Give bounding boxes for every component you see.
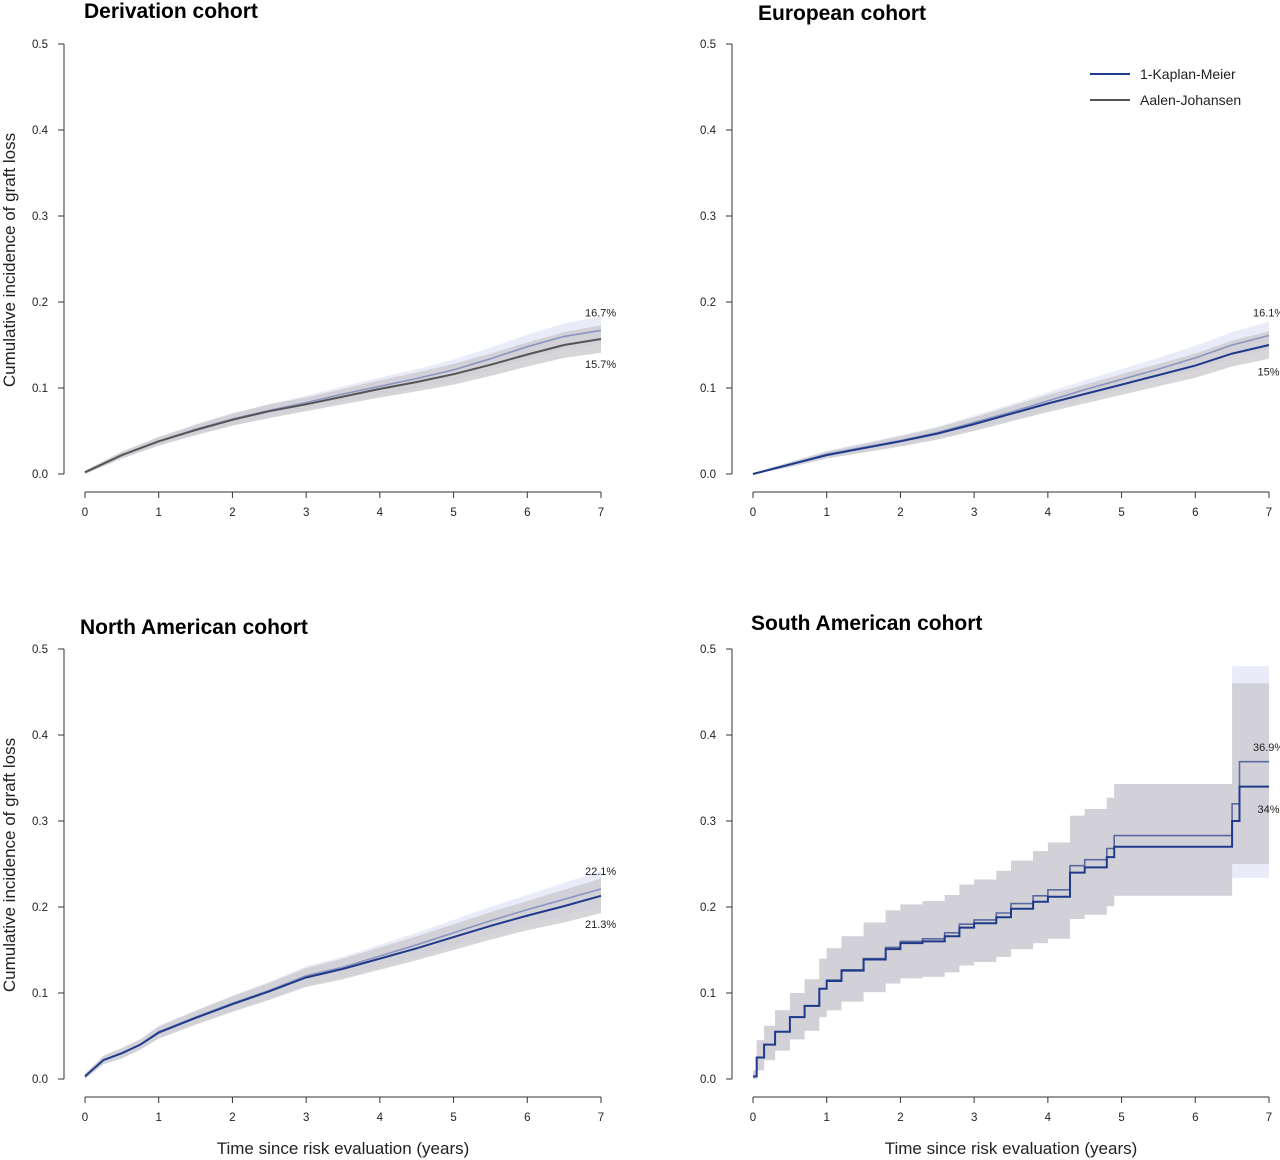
x-tick-label: 4 — [1045, 507, 1052, 519]
plot-area: 0.0 0.1 0.2 0.3 0.4 0.5 0 1 2 3 4 5 6 7 22.1% 21.3% — [32, 644, 616, 1124]
x-tick-label: 3 — [303, 507, 309, 519]
x-tick-label: 0 — [82, 507, 88, 519]
y-tick-label: 0.3 — [700, 211, 716, 223]
end-value-label: 16.1% — [1253, 307, 1280, 319]
x-tick-label: 4 — [377, 507, 384, 519]
y-tick-label: 0.2 — [32, 902, 48, 914]
y-tick-label: 0.3 — [32, 816, 48, 828]
x-tick-label: 5 — [1118, 1112, 1124, 1124]
y-axis-title: Cumulative incidence of graft loss — [0, 133, 19, 387]
x-tick-label: 2 — [229, 507, 235, 519]
confidence-band — [85, 878, 601, 1079]
x-tick-label: 7 — [598, 1112, 604, 1124]
panel-european: European cohort 0.0 0.1 0.2 0.3 0.4 0.5 0 1 2 3 4 5… — [700, 2, 1280, 519]
x-axis-title: Time since risk evaluation (years) — [217, 1139, 470, 1158]
x-tick-label: 4 — [1045, 1112, 1052, 1124]
x-tick-label: 5 — [450, 1112, 456, 1124]
x-tick-label: 1 — [824, 507, 830, 519]
y-tick-label: 0.2 — [32, 297, 48, 309]
y-tick-label: 0.0 — [700, 1074, 716, 1086]
x-tick-label: 0 — [750, 507, 756, 519]
x-tick-label: 4 — [377, 1112, 384, 1124]
end-value-label: 21.3% — [585, 919, 616, 931]
end-value-label: 22.1% — [585, 866, 616, 878]
x-tick-label: 0 — [750, 1112, 756, 1124]
plot-area: 0.0 0.1 0.2 0.3 0.4 0.5 0 1 2 3 4 5 6 7 16.1% 15% — [700, 39, 1280, 519]
x-tick-label: 2 — [229, 1112, 235, 1124]
panel-title: Derivation cohort — [84, 0, 258, 23]
x-tick-label: 5 — [450, 507, 456, 519]
y-tick-label: 0.1 — [700, 383, 716, 395]
end-value-label: 36.9% — [1253, 742, 1280, 754]
panel-derivation: Derivation cohort 0.0 0.1 0.2 0.3 0.4 0.5 0 1 2 3… — [0, 0, 616, 519]
panel-south-american: South American cohort 0.0 0.1 0.2 0.3 0.4 0.5… — [700, 612, 1280, 1158]
x-tick-label: 7 — [598, 507, 604, 519]
x-tick-label: 6 — [1192, 507, 1198, 519]
x-tick-label: 3 — [971, 507, 977, 519]
y-tick-label: 0.2 — [700, 297, 716, 309]
plot-area: 0.0 0.1 0.2 0.3 0.4 0.5 0 1 2 3 4 5 6 7 16.7% 15.7% — [32, 39, 616, 519]
legend-label-aj: Aalen-Johansen — [1140, 92, 1241, 108]
end-value-label: 16.7% — [585, 307, 616, 319]
end-value-label: 34% — [1258, 804, 1280, 816]
panel-title: European cohort — [758, 2, 926, 25]
y-tick-label: 0.2 — [700, 902, 716, 914]
y-axis-title: Cumulative incidence of graft loss — [0, 738, 19, 992]
confidence-band — [753, 683, 1269, 1079]
panel-title: South American cohort — [751, 612, 982, 635]
y-tick-label: 0.1 — [32, 383, 48, 395]
series-line — [84, 338, 602, 474]
x-tick-label: 2 — [897, 1112, 903, 1124]
legend: 1-Kaplan-Meier Aalen-Johansen — [1090, 66, 1241, 108]
x-tick-label: 1 — [156, 507, 162, 519]
x-tick-label: 6 — [524, 1112, 530, 1124]
end-value-label: 15% — [1258, 367, 1280, 379]
x-tick-label: 7 — [1266, 1112, 1272, 1124]
y-tick-label: 0.0 — [32, 1074, 48, 1086]
plot-area: 0.0 0.1 0.2 0.3 0.4 0.5 0 1 2 3 4 5 6 7 36.9% 34% — [700, 644, 1280, 1124]
series-line — [753, 785, 1269, 1078]
y-tick-label: 0.3 — [700, 816, 716, 828]
panel-title: North American cohort — [80, 616, 308, 639]
y-tick-label: 0.1 — [700, 988, 716, 1000]
x-tick-label: 3 — [971, 1112, 977, 1124]
y-tick-label: 0.4 — [32, 730, 49, 742]
x-tick-label: 2 — [897, 507, 903, 519]
x-tick-label: 1 — [156, 1112, 162, 1124]
y-tick-label: 0.5 — [700, 644, 716, 656]
x-axis-title: Time since risk evaluation (years) — [885, 1139, 1138, 1158]
y-tick-label: 0.5 — [32, 644, 48, 656]
y-tick-label: 0.5 — [700, 39, 716, 51]
series-line — [84, 894, 602, 1078]
x-tick-label: 5 — [1118, 507, 1124, 519]
y-tick-label: 0.4 — [32, 125, 49, 137]
y-tick-label: 0.0 — [700, 469, 716, 481]
confidence-band — [85, 325, 601, 474]
y-tick-label: 0.4 — [700, 730, 717, 742]
x-tick-label: 3 — [303, 1112, 309, 1124]
y-tick-label: 0.0 — [32, 469, 48, 481]
x-tick-label: 6 — [1192, 1112, 1198, 1124]
y-tick-label: 0.5 — [32, 39, 48, 51]
x-tick-label: 1 — [824, 1112, 830, 1124]
end-value-label: 15.7% — [585, 359, 616, 371]
x-tick-label: 7 — [1266, 507, 1272, 519]
y-tick-label: 0.3 — [32, 211, 48, 223]
panel-north-american: North American cohort 0.0 0.1 0.2 0.3 0.4 0.5… — [0, 616, 616, 1158]
x-tick-label: 0 — [82, 1112, 88, 1124]
series-line — [752, 344, 1270, 475]
legend-label-km: 1-Kaplan-Meier — [1140, 66, 1236, 82]
y-tick-label: 0.1 — [32, 988, 48, 1000]
x-tick-label: 6 — [524, 507, 530, 519]
y-tick-label: 0.4 — [700, 125, 717, 137]
